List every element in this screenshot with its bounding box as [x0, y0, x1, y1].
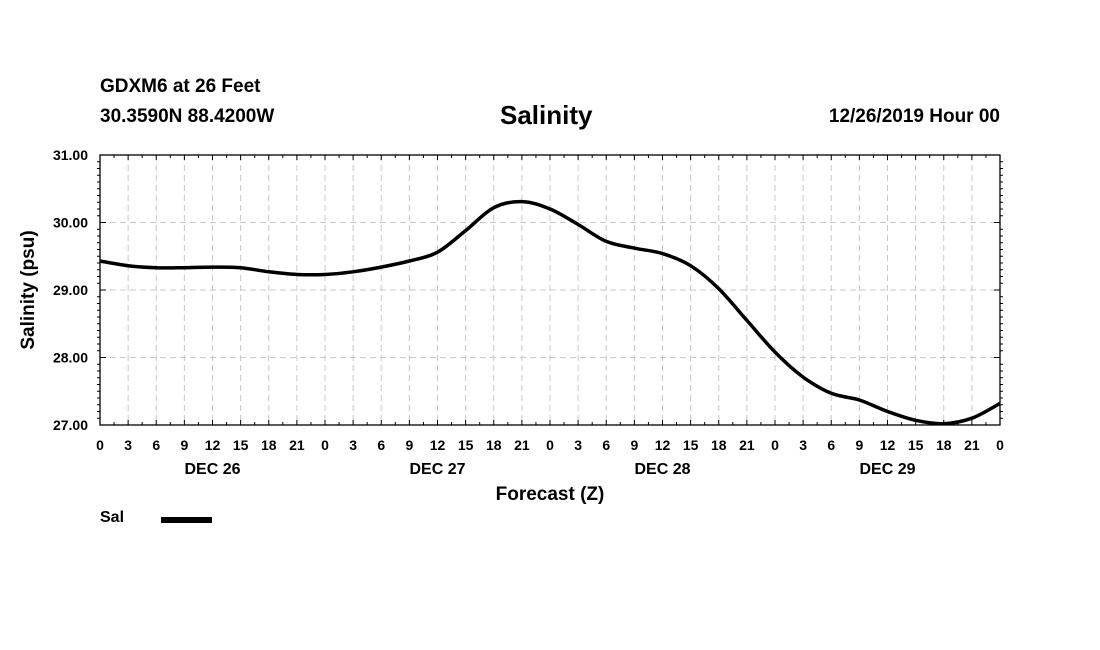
y-tick-label: 31.00	[53, 147, 88, 163]
x-day-label: DEC 26	[184, 461, 240, 478]
forecast-timestamp: 12/26/2019 Hour 00	[828, 106, 1000, 127]
x-tick-label: 9	[405, 437, 413, 453]
y-tick-label: 27.00	[53, 417, 88, 433]
y-tick-label: 29.00	[53, 282, 88, 298]
x-tick-label: 18	[261, 437, 277, 453]
x-tick-label: 12	[430, 437, 446, 453]
x-tick-label: 18	[936, 437, 952, 453]
legend-swatch	[161, 517, 212, 523]
y-axis-title: Salinity (psu)	[18, 230, 39, 349]
x-tick-label: 0	[321, 437, 329, 453]
chart-series	[99, 199, 1001, 426]
x-tick-label: 6	[377, 437, 385, 453]
x-tick-label: 0	[771, 437, 779, 453]
x-tick-label: 21	[739, 437, 755, 453]
x-tick-label: 21	[964, 437, 980, 453]
station-coordinates: 30.3590N 88.4200W	[100, 106, 275, 127]
x-tick-label: 15	[233, 437, 249, 453]
x-axis-title: Forecast (Z)	[496, 484, 605, 505]
x-tick-label: 12	[655, 437, 671, 453]
x-tick-label: 9	[855, 437, 863, 453]
x-tick-label: 9	[180, 437, 188, 453]
x-tick-label: 15	[908, 437, 924, 453]
x-tick-label: 6	[602, 437, 610, 453]
chart-grid	[100, 155, 1000, 425]
plot-frame	[99, 154, 1001, 426]
x-tick-label: 0	[996, 437, 1004, 453]
x-tick-label: 21	[289, 437, 305, 453]
series-line-sal	[99, 199, 1001, 426]
y-tick-label: 28.00	[53, 350, 88, 366]
x-tick-label: 15	[683, 437, 699, 453]
x-tick-label: 0	[546, 437, 554, 453]
x-tick-label: 6	[152, 437, 160, 453]
x-tick-label: 21	[514, 437, 530, 453]
x-day-label: DEC 27	[409, 461, 465, 478]
x-tick-label: 3	[349, 437, 357, 453]
x-tick-label: 6	[827, 437, 835, 453]
station-label: GDXM6 at 26 Feet	[100, 76, 261, 97]
x-tick-label: 9	[630, 437, 638, 453]
x-day-label: DEC 28	[634, 461, 690, 478]
x-tick-label: 3	[574, 437, 582, 453]
x-tick-label: 12	[205, 437, 221, 453]
y-tick-label: 30.00	[53, 215, 88, 231]
x-tick-label: 3	[124, 437, 132, 453]
legend-label: Sal	[100, 509, 125, 526]
x-day-label: DEC 29	[859, 461, 915, 478]
chart-title: Salinity	[500, 100, 593, 130]
x-tick-label: 15	[458, 437, 474, 453]
x-tick-label: 18	[486, 437, 502, 453]
chart-labels: 0 3 6 9 12 15 18 21 0 3 6 9 12 15 18 21 0 3 6 9 12 15 18 21 0 3 6 9…	[18, 147, 1004, 505]
x-tick-label: 0	[96, 437, 104, 453]
x-tick-label: 12	[880, 437, 896, 453]
x-tick-label: 3	[799, 437, 807, 453]
x-tick-label: 18	[711, 437, 727, 453]
